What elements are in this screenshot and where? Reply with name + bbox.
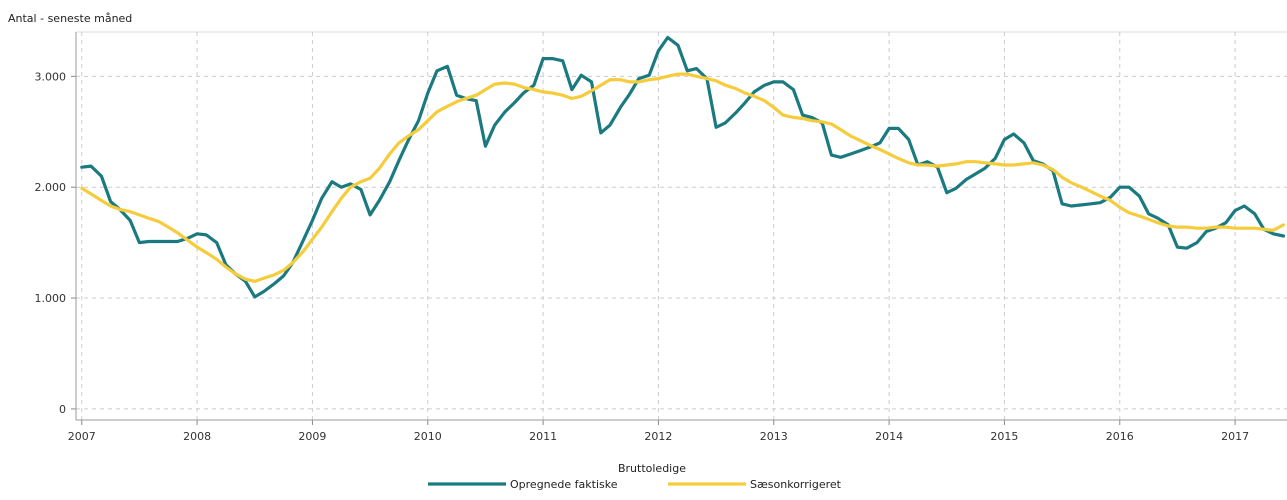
grid (76, 31, 1287, 420)
series-line-saesonkorrigeret (80, 72, 1286, 283)
x-tick-label: 2013 (760, 430, 788, 443)
x-tick-label: 2015 (990, 430, 1018, 443)
series-line-opregnede-faktiske (80, 35, 1286, 299)
x-tick-label: 2007 (68, 430, 96, 443)
legend: Bruttoledige Opregnede faktiske Sæsonkorr… (428, 462, 842, 491)
legend-label-saesonkorrigeret: Sæsonkorrigeret (750, 478, 842, 491)
y-tick-label: 3.000 (35, 70, 67, 83)
legend-label-opregnede-faktiske: Opregnede faktiske (510, 478, 618, 491)
axes: 0 1.000 2.000 3.000 2007 2008 2009 2010 2011 2012… (35, 32, 1287, 443)
series-group (80, 35, 1286, 299)
x-tick-label: 2017 (1221, 430, 1249, 443)
y-axis-label: Antal - seneste måned (8, 12, 132, 25)
y-tick-label: 2.000 (35, 181, 67, 194)
y-tick-label: 1.000 (35, 292, 67, 305)
x-tick-label: 2010 (414, 430, 442, 443)
x-tick-label: 2009 (298, 430, 326, 443)
x-tick-label: 2011 (529, 430, 557, 443)
x-tick-label: 2014 (875, 430, 903, 443)
x-tick-label: 2012 (644, 430, 672, 443)
x-tick-label: 2008 (183, 430, 211, 443)
legend-title: Bruttoledige (618, 462, 686, 475)
x-tick-label: 2016 (1106, 430, 1134, 443)
y-tick-label: 0 (59, 403, 66, 416)
